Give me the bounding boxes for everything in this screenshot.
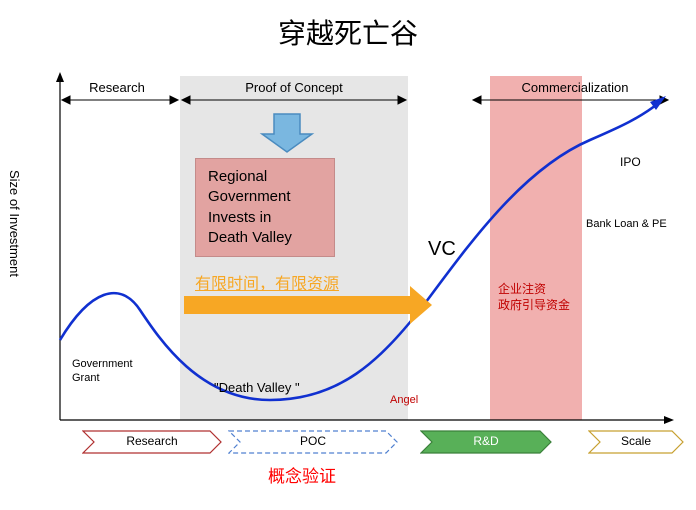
x-axis-arrow	[664, 416, 674, 424]
regional-govt-line: Invests in	[208, 208, 322, 228]
stage-chevron-label: R&D	[420, 434, 552, 448]
phase-label-poc: Proof of Concept	[180, 80, 408, 95]
phase-label-commercialization: Commercialization	[475, 80, 675, 95]
regional-govt-line: Death Valley	[208, 228, 322, 248]
regional-govt-line: Government	[208, 187, 322, 207]
limited-resources-label: 有限时间，有限资源	[195, 270, 339, 294]
bankloan-label: Bank Loan & PE	[586, 218, 667, 230]
regional-govt-line: Regional	[208, 167, 322, 187]
orange-arrow-bar	[184, 296, 410, 314]
gov-grant-label-1: Government	[72, 358, 133, 370]
angel-label: Angel	[390, 394, 418, 406]
gov-guide-label: 政府引导资金	[498, 296, 570, 313]
corp-invest-label: 企业注资	[498, 280, 546, 297]
death-valley-label: "Death Valley "	[214, 380, 300, 395]
gov-grant-label-2: Grant	[72, 372, 100, 384]
orange-arrow-head	[410, 286, 432, 324]
stage-chevron-label: Scale	[588, 434, 684, 448]
vc-label: VC	[428, 238, 456, 261]
stage-chevron-label: POC	[228, 434, 398, 448]
stage-chevron-label: Research	[82, 434, 222, 448]
poc-zh-label: 概念验证	[268, 462, 336, 487]
phase-bracket-research	[62, 96, 178, 104]
ipo-label: IPO	[620, 155, 641, 169]
commercialization-phase-band	[490, 76, 582, 420]
regional-govt-box: Regional Government Invests in Death Val…	[195, 158, 335, 257]
phase-label-research: Research	[62, 80, 172, 95]
